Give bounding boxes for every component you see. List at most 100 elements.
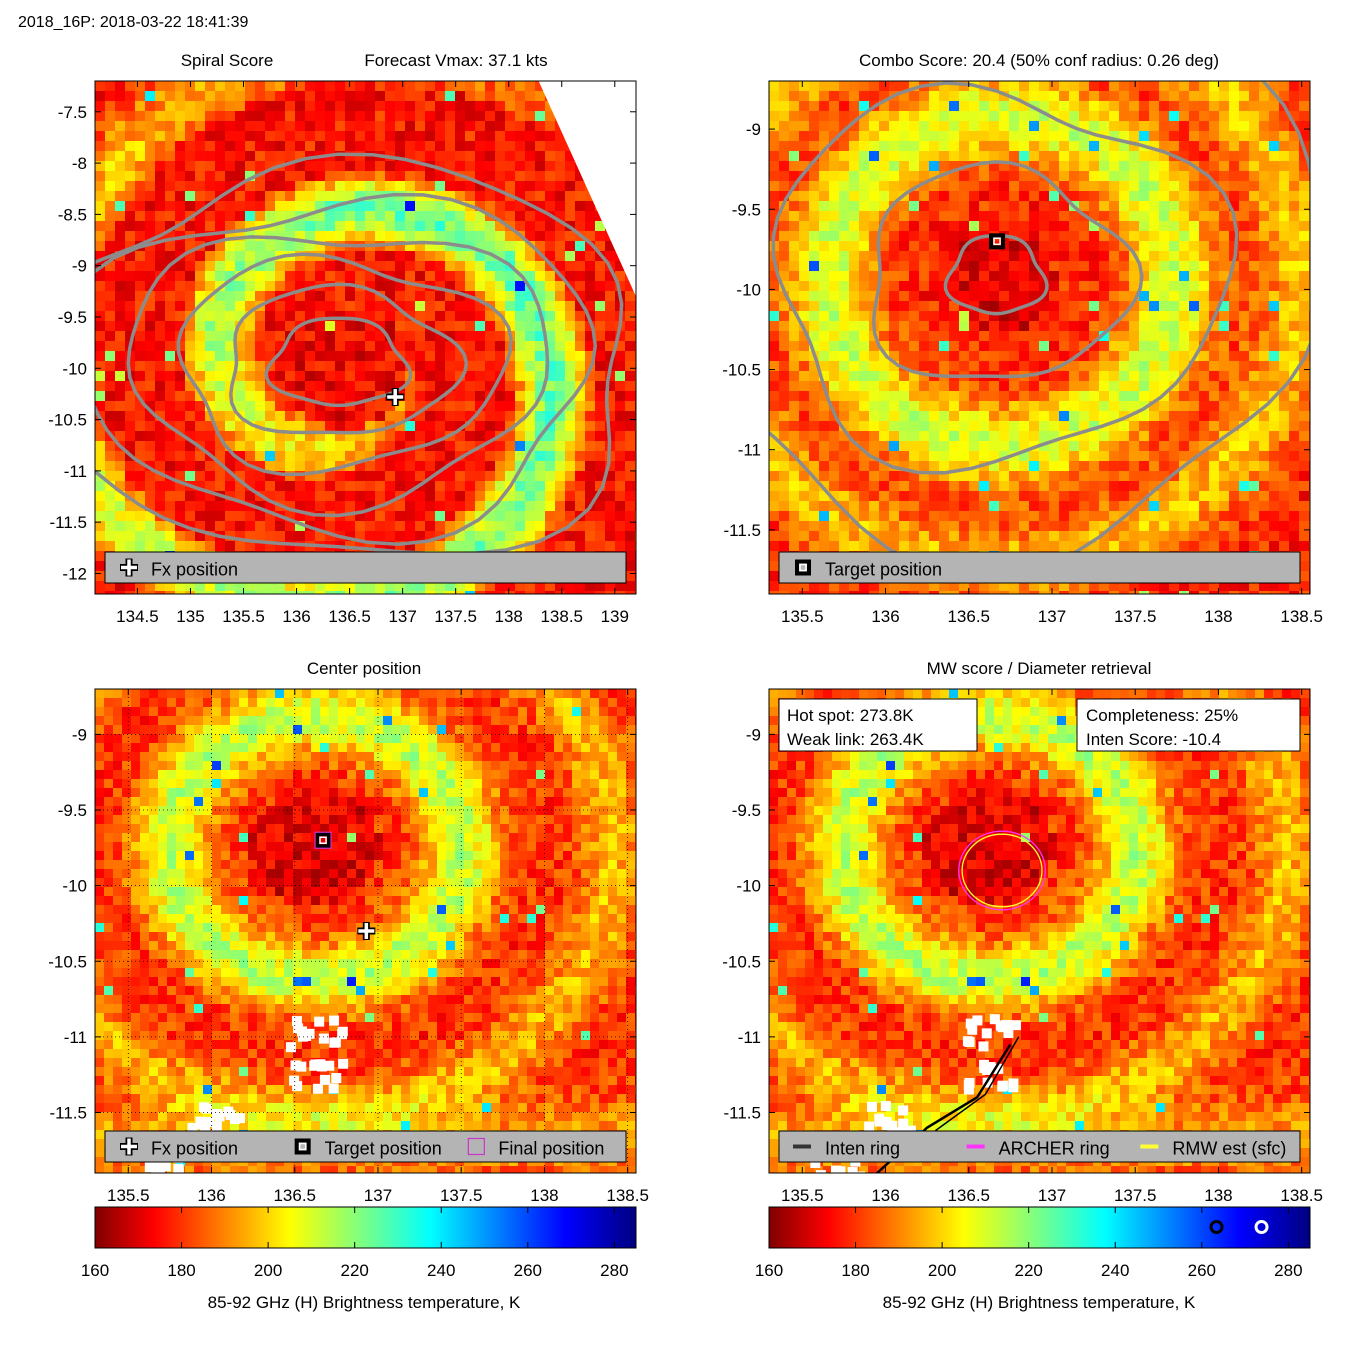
y-tick-label: -11.5 (724, 521, 762, 540)
y-tick-label: -9 (746, 725, 761, 744)
x-tick-label: 137 (388, 607, 416, 626)
y-tick-label: -10 (736, 877, 761, 896)
hot-spot-box: Hot spot: 273.8K Weak link: 263.4K (778, 698, 978, 752)
x-tick-label: 135.5 (107, 1186, 150, 1205)
colorbar-tick-label: 180 (167, 1261, 195, 1280)
x-tick-label: 138.5 (540, 607, 583, 626)
legend-label: Fx position (151, 560, 238, 580)
x-tick-label: 136 (282, 607, 310, 626)
contour-line (771, 81, 1239, 475)
y-tick-label: -11.5 (724, 1104, 762, 1123)
colorbar-tick-label: 240 (427, 1261, 455, 1280)
completeness-text: Completeness: 25% (1086, 706, 1238, 725)
fx-position-marker (120, 1137, 138, 1156)
final-position-marker (467, 1137, 485, 1156)
colorbar-right-ticks: 160 180 200 220 240 260 280 (755, 1207, 1303, 1280)
center-position-title: Center position (307, 659, 421, 678)
x-tick-label: 139 (601, 607, 629, 626)
combo-score-panel: Combo Score: 20.4 (50% conf radius: 0.26… (722, 51, 1323, 626)
colorbar-tick-label: 280 (600, 1261, 628, 1280)
colorbar-tick-label: 180 (841, 1261, 869, 1280)
legend-box (778, 1130, 1301, 1163)
contour-line (95, 152, 624, 556)
x-tick-label: 137 (1038, 1186, 1066, 1205)
target-position-marker (989, 233, 1006, 250)
y-tick-label: -11.5 (50, 1104, 88, 1123)
y-tick-label: -12 (62, 564, 87, 583)
colorbar-tick-label: 280 (1274, 1261, 1302, 1280)
colorbar-marker (1209, 1220, 1224, 1234)
completeness-box: Completeness: 25% Inten Score: -10.4 (1076, 698, 1301, 752)
contour-line (943, 234, 1049, 316)
colorbar-marker (1254, 1220, 1269, 1234)
legend-label: ARCHER ring (999, 1139, 1110, 1159)
grid-lines (95, 689, 636, 1173)
x-tick-label: 135.5 (222, 607, 265, 626)
contour-line (95, 192, 598, 546)
legend-box (104, 1130, 627, 1163)
contour-lines (769, 81, 1310, 580)
final-position-marker (314, 831, 332, 849)
combo-score-title: Combo Score: 20.4 (50% conf radius: 0.26… (859, 51, 1219, 70)
archer-ring (958, 830, 1046, 911)
y-tick-label: -7.5 (58, 103, 87, 122)
fx-position-marker (357, 922, 376, 940)
contour-line (126, 235, 550, 518)
y-tick-label: -9 (746, 120, 761, 139)
contour-line (176, 252, 513, 477)
y-tick-label: -11 (64, 462, 87, 481)
x-tick-label: 137 (1038, 607, 1066, 626)
x-tick-label: 136.5 (273, 1186, 316, 1205)
y-tick-label: -8.5 (58, 205, 87, 224)
colorbar-tick-label: 260 (514, 1261, 542, 1280)
legend-label: Inten ring (825, 1139, 900, 1159)
legend: Fx position Target position Final position (104, 1130, 627, 1163)
colorbar-right: 160 180 200 220 240 260 280 85-92 GHz (H) Brig… (755, 1206, 1311, 1312)
colorbar-left: 160 180 200 220 240 260 280 85-92 GHz (H) Brig… (81, 1206, 637, 1312)
contour-line (871, 160, 1144, 379)
brightness-field (95, 689, 636, 1173)
colorbar-tick-label: 260 (1188, 1261, 1216, 1280)
y-tick-label: -10 (62, 877, 87, 896)
y-tick-label: -11 (64, 1028, 87, 1047)
target-position-marker (795, 559, 811, 576)
colorbar-left-label: 85-92 GHz (H) Brightness temperature, K (208, 1293, 521, 1312)
x-tick-label: 137.5 (1114, 607, 1157, 626)
y-tick-label: -10 (62, 359, 87, 378)
legend-label: RMW est (sfc) (1172, 1139, 1286, 1159)
x-tick-label: 137.5 (434, 607, 477, 626)
legend: Fx position (104, 551, 627, 584)
header-text: 2018_16P: 2018-03-22 18:41:39 (18, 14, 249, 31)
legend-box (104, 551, 627, 584)
y-tick-label: -9.5 (732, 801, 761, 820)
y-tick-label: -11 (738, 441, 761, 460)
rmw-ring (961, 833, 1043, 908)
legend-label: Target position (325, 1139, 442, 1159)
legend: Target position (778, 551, 1301, 584)
x-tick-label: 137.5 (1114, 1186, 1157, 1205)
brightness-field (769, 689, 1310, 1173)
x-tick-label: 135 (176, 607, 204, 626)
y-tick-label: -11 (738, 1028, 761, 1047)
spiral-score-panel: Spiral Score Forecast Vmax: 37.1 kts 134… (48, 51, 637, 626)
mw-score-title: MW score / Diameter retrieval (927, 659, 1152, 678)
x-tick-label: 138 (495, 607, 523, 626)
x-tick-label: 134.5 (116, 607, 159, 626)
contour-lines (95, 152, 624, 556)
inten-ring (935, 1036, 1020, 1132)
center-position-plot: 135.5 136 136.5 137 137.5 138 138.5 -9 -9.5 -10 -1… (48, 688, 649, 1205)
x-tick-label: 137.5 (440, 1186, 483, 1205)
colorbar-right-label: 85-92 GHz (H) Brightness temperature, K (883, 1293, 1196, 1312)
y-tick-label: -10.5 (48, 411, 87, 430)
x-tick-label: 136.5 (947, 1186, 990, 1205)
brightness-field (95, 81, 636, 594)
hot-spot-text: Hot spot: 273.8K (787, 706, 914, 725)
y-tick-label: -10 (736, 280, 761, 299)
x-tick-label: 136.5 (947, 607, 990, 626)
weak-link-text: Weak link: 263.4K (787, 730, 924, 749)
contour-line (769, 81, 1310, 580)
inten-score-text: Inten Score: -10.4 (1086, 730, 1221, 749)
x-tick-label: 138.5 (1280, 1186, 1323, 1205)
x-tick-label: 136 (871, 607, 899, 626)
mw-score-panel: MW score / Diameter retrieval 135.5 136 13… (722, 659, 1323, 1205)
